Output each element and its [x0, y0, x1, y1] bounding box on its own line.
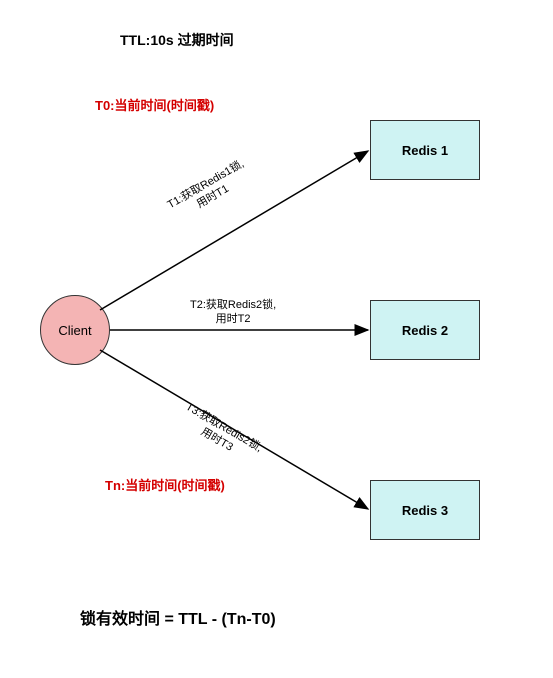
edge-label-2: T2:获取Redis2锁, 用时T2: [190, 298, 276, 327]
diagram-canvas: TTL:10s 过期时间 T0:当前时间(时间戳) Tn:当前时间(时间戳) C…: [0, 0, 553, 678]
redis-node-1: Redis 1: [370, 120, 480, 180]
redis-label-2: Redis 2: [402, 323, 448, 338]
edge-label-3: T3:获取Redis2锁, 用时T3: [176, 400, 265, 468]
formula-text: 锁有效时间 = TTL - (Tn-T0): [80, 605, 276, 629]
edge-label-2-line1: T2:获取Redis2锁,: [190, 299, 276, 311]
t0-label: T0:当前时间(时间戳): [95, 95, 214, 114]
redis-label-1: Redis 1: [402, 143, 448, 158]
edge-label-1: T1:获取Redis1锁, 用时T1: [165, 157, 254, 225]
tn-label: Tn:当前时间(时间戳): [105, 475, 225, 494]
ttl-title: TTL:10s 过期时间: [120, 30, 234, 50]
client-label: Client: [58, 323, 91, 338]
redis-label-3: Redis 3: [402, 503, 448, 518]
client-node: Client: [40, 295, 110, 365]
redis-node-2: Redis 2: [370, 300, 480, 360]
redis-node-3: Redis 3: [370, 480, 480, 540]
edge-label-2-line2: 用时T2: [216, 313, 251, 325]
